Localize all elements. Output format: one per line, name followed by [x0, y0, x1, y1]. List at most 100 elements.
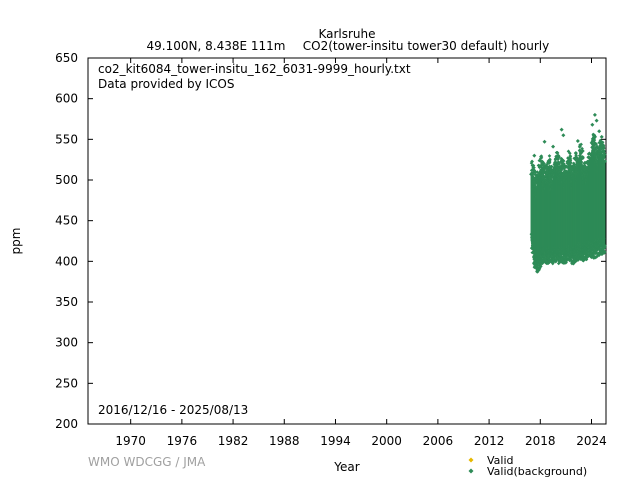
- x-tick-label: 2000: [371, 434, 402, 448]
- data-point: [556, 161, 561, 166]
- y-axis: 200 250 300 350 400 450 500 550 600 650: [55, 51, 606, 431]
- data-point-outlier: [551, 144, 556, 149]
- data-point: [599, 252, 604, 256]
- data-point: [575, 155, 579, 160]
- data-point: [577, 148, 582, 153]
- data-point: [580, 168, 584, 173]
- y-tick-label: 400: [55, 254, 78, 268]
- data-point: [530, 159, 534, 164]
- data-point: [564, 164, 569, 169]
- data-point: [533, 184, 538, 188]
- data-point: [561, 254, 566, 259]
- data-point: [603, 243, 607, 248]
- data-point: [549, 187, 553, 191]
- data-point: [597, 145, 602, 150]
- data-point: [540, 261, 545, 265]
- data-point: [600, 140, 605, 145]
- x-axis-label: Year: [333, 460, 359, 474]
- data-point: [598, 138, 603, 143]
- data-point: [568, 154, 573, 159]
- x-tick-label: 2018: [525, 434, 556, 448]
- y-tick-label: 600: [55, 92, 78, 106]
- data-point: [594, 142, 599, 146]
- data-point: [554, 259, 558, 264]
- data-point: [602, 245, 607, 250]
- data-point: [593, 135, 598, 139]
- data-point: [559, 166, 564, 171]
- data-point: [568, 151, 572, 156]
- data-point: [601, 246, 605, 251]
- data-point: [532, 175, 536, 180]
- data-point: [555, 151, 560, 155]
- data-point: [574, 152, 578, 156]
- data-point: [585, 161, 590, 165]
- data-point: [560, 159, 565, 164]
- data-point: [559, 156, 564, 161]
- data-point: [530, 187, 535, 191]
- x-axis: 1970 1976 1982 1988 1994 2000 2006 2012 2018 2024: [115, 58, 607, 448]
- data-point: [556, 247, 561, 252]
- data-point: [592, 138, 597, 142]
- data-point: [579, 150, 584, 155]
- data-point: [597, 246, 601, 250]
- data-point-outlier: [599, 134, 604, 139]
- data-point: [546, 253, 550, 258]
- y-tick-label: 250: [55, 376, 78, 390]
- data-point: [602, 153, 607, 158]
- data-point: [541, 163, 545, 167]
- data-point: [535, 176, 540, 180]
- data-point: [583, 255, 588, 259]
- data-point: [580, 252, 585, 257]
- data-point: [595, 160, 599, 164]
- data-point: [556, 166, 561, 170]
- data-point: [584, 165, 589, 170]
- legend: Valid Valid(background): [468, 454, 587, 478]
- x-tick-label: 1970: [115, 434, 146, 448]
- data-point: [564, 260, 569, 264]
- data-point: [592, 150, 597, 155]
- data-point: [580, 156, 585, 161]
- data-point: [602, 250, 607, 254]
- data-point: [563, 169, 567, 173]
- data-point: [542, 254, 547, 258]
- y-tick-label: 650: [55, 51, 78, 65]
- x-tick-label: 2024: [576, 434, 607, 448]
- y-tick-label: 550: [55, 132, 78, 146]
- data-point: [561, 158, 566, 163]
- data-point: [566, 149, 571, 154]
- data-point: [571, 161, 576, 166]
- legend-label-valid-background: Valid(background): [487, 465, 587, 478]
- data-point: [539, 264, 543, 269]
- chart-title: Karlsruhe: [318, 27, 375, 41]
- data-point-outlier: [575, 138, 580, 143]
- data-point: [558, 249, 563, 253]
- data-point-outlier: [559, 127, 564, 132]
- y-axis-label: ppm: [9, 228, 23, 255]
- data-point: [586, 254, 590, 259]
- data-point: [534, 177, 538, 182]
- data-point: [538, 265, 542, 270]
- data-point: [552, 259, 556, 264]
- data-point: [531, 163, 536, 168]
- data-point-outlier: [594, 118, 599, 123]
- y-tick-label: 500: [55, 173, 78, 187]
- data-point: [585, 251, 590, 255]
- data-point: [579, 160, 584, 164]
- x-tick-label: 1976: [167, 434, 198, 448]
- data-point-outlier: [532, 153, 537, 158]
- chart-provider: Data provided by ICOS: [98, 77, 234, 91]
- data-point: [593, 250, 597, 255]
- x-tick-label: 1982: [218, 434, 249, 448]
- data-point: [598, 149, 603, 154]
- data-point: [530, 177, 535, 182]
- data-point: [529, 161, 534, 165]
- data-point: [570, 167, 575, 172]
- data-point: [532, 165, 536, 170]
- data-point: [542, 161, 546, 166]
- data-point: [593, 147, 598, 152]
- data-point: [531, 255, 536, 260]
- data-point: [567, 251, 571, 256]
- data-point: [600, 144, 605, 149]
- data-point: [539, 154, 544, 158]
- data-point: [543, 174, 548, 179]
